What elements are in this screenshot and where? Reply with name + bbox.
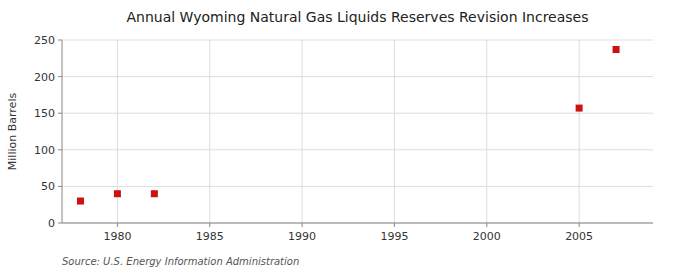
y-tick-label: 250 bbox=[34, 34, 55, 47]
x-tick bbox=[394, 223, 395, 227]
x-tick bbox=[209, 223, 210, 227]
y-tick bbox=[58, 186, 62, 187]
point bbox=[114, 190, 121, 197]
y-tick-label: 100 bbox=[34, 144, 55, 157]
x-tick bbox=[486, 223, 487, 227]
chart-container: 1980 1985 1990 1995 2000 2005 0 50 100 150 200 250 A… bbox=[0, 0, 675, 275]
y-tick bbox=[58, 40, 62, 41]
point bbox=[613, 46, 620, 53]
y-tick-label: 200 bbox=[34, 71, 55, 84]
y-tick bbox=[58, 76, 62, 77]
x-grid-line bbox=[579, 40, 580, 223]
x-tick-label: 1990 bbox=[288, 230, 316, 243]
source-note: Source: U.S. Energy Information Administ… bbox=[62, 256, 299, 267]
y-grid-line bbox=[62, 40, 653, 41]
point bbox=[77, 198, 84, 205]
point bbox=[576, 105, 583, 112]
x-grid-line bbox=[302, 40, 303, 223]
y-tick bbox=[58, 113, 62, 114]
x-grid-line bbox=[209, 40, 210, 223]
y-tick-label: 50 bbox=[41, 180, 55, 193]
x-tick-label: 1985 bbox=[196, 230, 224, 243]
y-tick bbox=[58, 223, 62, 224]
x-axis-line bbox=[62, 223, 653, 224]
y-grid-line bbox=[62, 186, 653, 187]
x-grid-line bbox=[486, 40, 487, 223]
y-tick-label: 0 bbox=[48, 217, 55, 230]
x-tick bbox=[579, 223, 580, 227]
y-grid-line bbox=[62, 113, 653, 114]
x-grid-line bbox=[394, 40, 395, 223]
x-tick-label: 2005 bbox=[565, 230, 593, 243]
y-axis-line bbox=[62, 40, 63, 223]
y-tick bbox=[58, 149, 62, 150]
y-grid-line bbox=[62, 223, 653, 224]
x-tick bbox=[302, 223, 303, 227]
points bbox=[77, 46, 620, 205]
x-tick bbox=[117, 223, 118, 227]
chart-svg: 1980 1985 1990 1995 2000 2005 0 50 100 150 200 250 A… bbox=[0, 0, 675, 275]
grid bbox=[62, 40, 653, 223]
y-grid-line bbox=[62, 149, 653, 150]
x-tick-label: 1995 bbox=[380, 230, 408, 243]
y-grid-line bbox=[62, 76, 653, 77]
title: Annual Wyoming Natural Gas Liquids Reser… bbox=[126, 9, 588, 25]
y-tick-label: 150 bbox=[34, 107, 55, 120]
y-axis-label: Million Barrels bbox=[6, 93, 19, 171]
x-tick-label: 1980 bbox=[103, 230, 131, 243]
point bbox=[151, 190, 158, 197]
x-tick-label: 2000 bbox=[473, 230, 501, 243]
